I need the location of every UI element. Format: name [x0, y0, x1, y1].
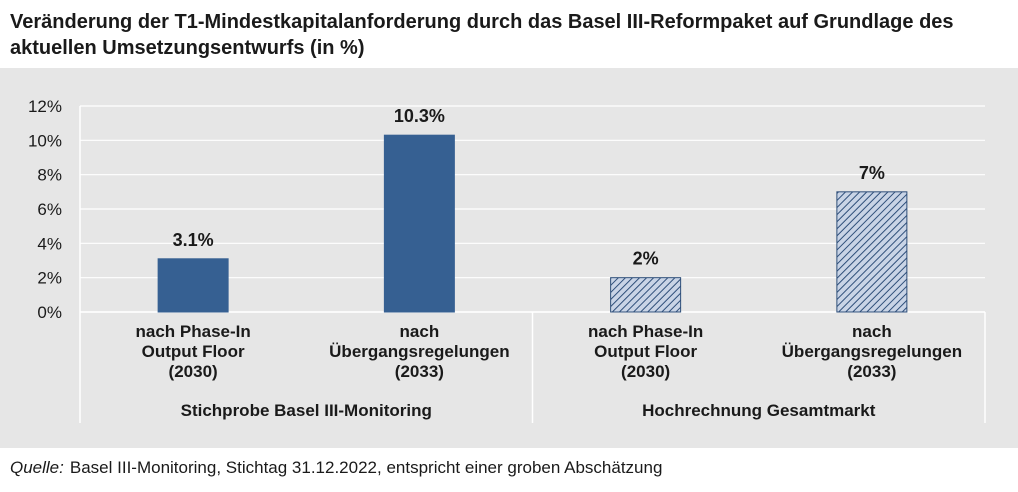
chart-area: 0% 2% 4% 6% 8% 10% 12% 3.1% 10.3% 2% 7% nach Phas… — [0, 68, 1018, 448]
y-tick-label: 4% — [37, 234, 62, 253]
grid-layer — [79, 105, 986, 423]
title-bar: Veränderung der T1-Mindestkapitalanforde… — [0, 0, 1018, 68]
category-label: Übergangsregelungen — [329, 342, 509, 361]
y-tick-label: 2% — [37, 269, 62, 288]
y-tick-label: 0% — [37, 303, 62, 322]
data-label: 10.3% — [394, 106, 445, 126]
category-label: (2030) — [169, 362, 218, 381]
y-axis: 0% 2% 4% 6% 8% 10% 12% — [28, 97, 62, 322]
y-tick-label: 10% — [28, 131, 62, 150]
y-tick-label: 8% — [37, 166, 62, 185]
bars — [157, 134, 908, 313]
data-label: 7% — [859, 163, 885, 183]
category-label: (2030) — [621, 362, 670, 381]
data-label: 2% — [633, 249, 659, 269]
category-label: (2033) — [395, 362, 444, 381]
group-label: Hochrechnung Gesamtmarkt — [642, 401, 876, 420]
y-tick-label: 12% — [28, 97, 62, 116]
category-label: nach — [400, 322, 440, 341]
source-text: Basel III-Monitoring, Stichtag 31.12.202… — [69, 458, 663, 477]
source-label: Quelle: — [10, 458, 64, 477]
y-tick-label: 6% — [37, 200, 62, 219]
bar — [610, 277, 682, 313]
category-label: nach Phase-In — [135, 322, 250, 341]
bar — [836, 191, 908, 313]
source-note: Quelle: Basel III-Monitoring, Stichtag 31… — [10, 458, 662, 478]
footer: Quelle: Basel III-Monitoring, Stichtag 31… — [0, 448, 1018, 492]
category-label: Output Floor — [142, 342, 245, 361]
group-label: Stichprobe Basel III-Monitoring — [181, 401, 432, 420]
category-label: Output Floor — [594, 342, 697, 361]
data-label: 3.1% — [173, 230, 214, 250]
bar-chart: 0% 2% 4% 6% 8% 10% 12% 3.1% 10.3% 2% 7% nach Phas… — [28, 97, 986, 423]
bar — [383, 134, 455, 313]
data-labels: 3.1% 10.3% 2% 7% — [173, 106, 885, 268]
category-label: Übergangsregelungen — [782, 342, 962, 361]
category-label: nach Phase-In — [588, 322, 703, 341]
chart-title: Veränderung der T1-Mindestkapitalanforde… — [10, 11, 954, 59]
category-label: nach — [852, 322, 892, 341]
bar — [157, 258, 229, 313]
category-label: (2033) — [847, 362, 896, 381]
